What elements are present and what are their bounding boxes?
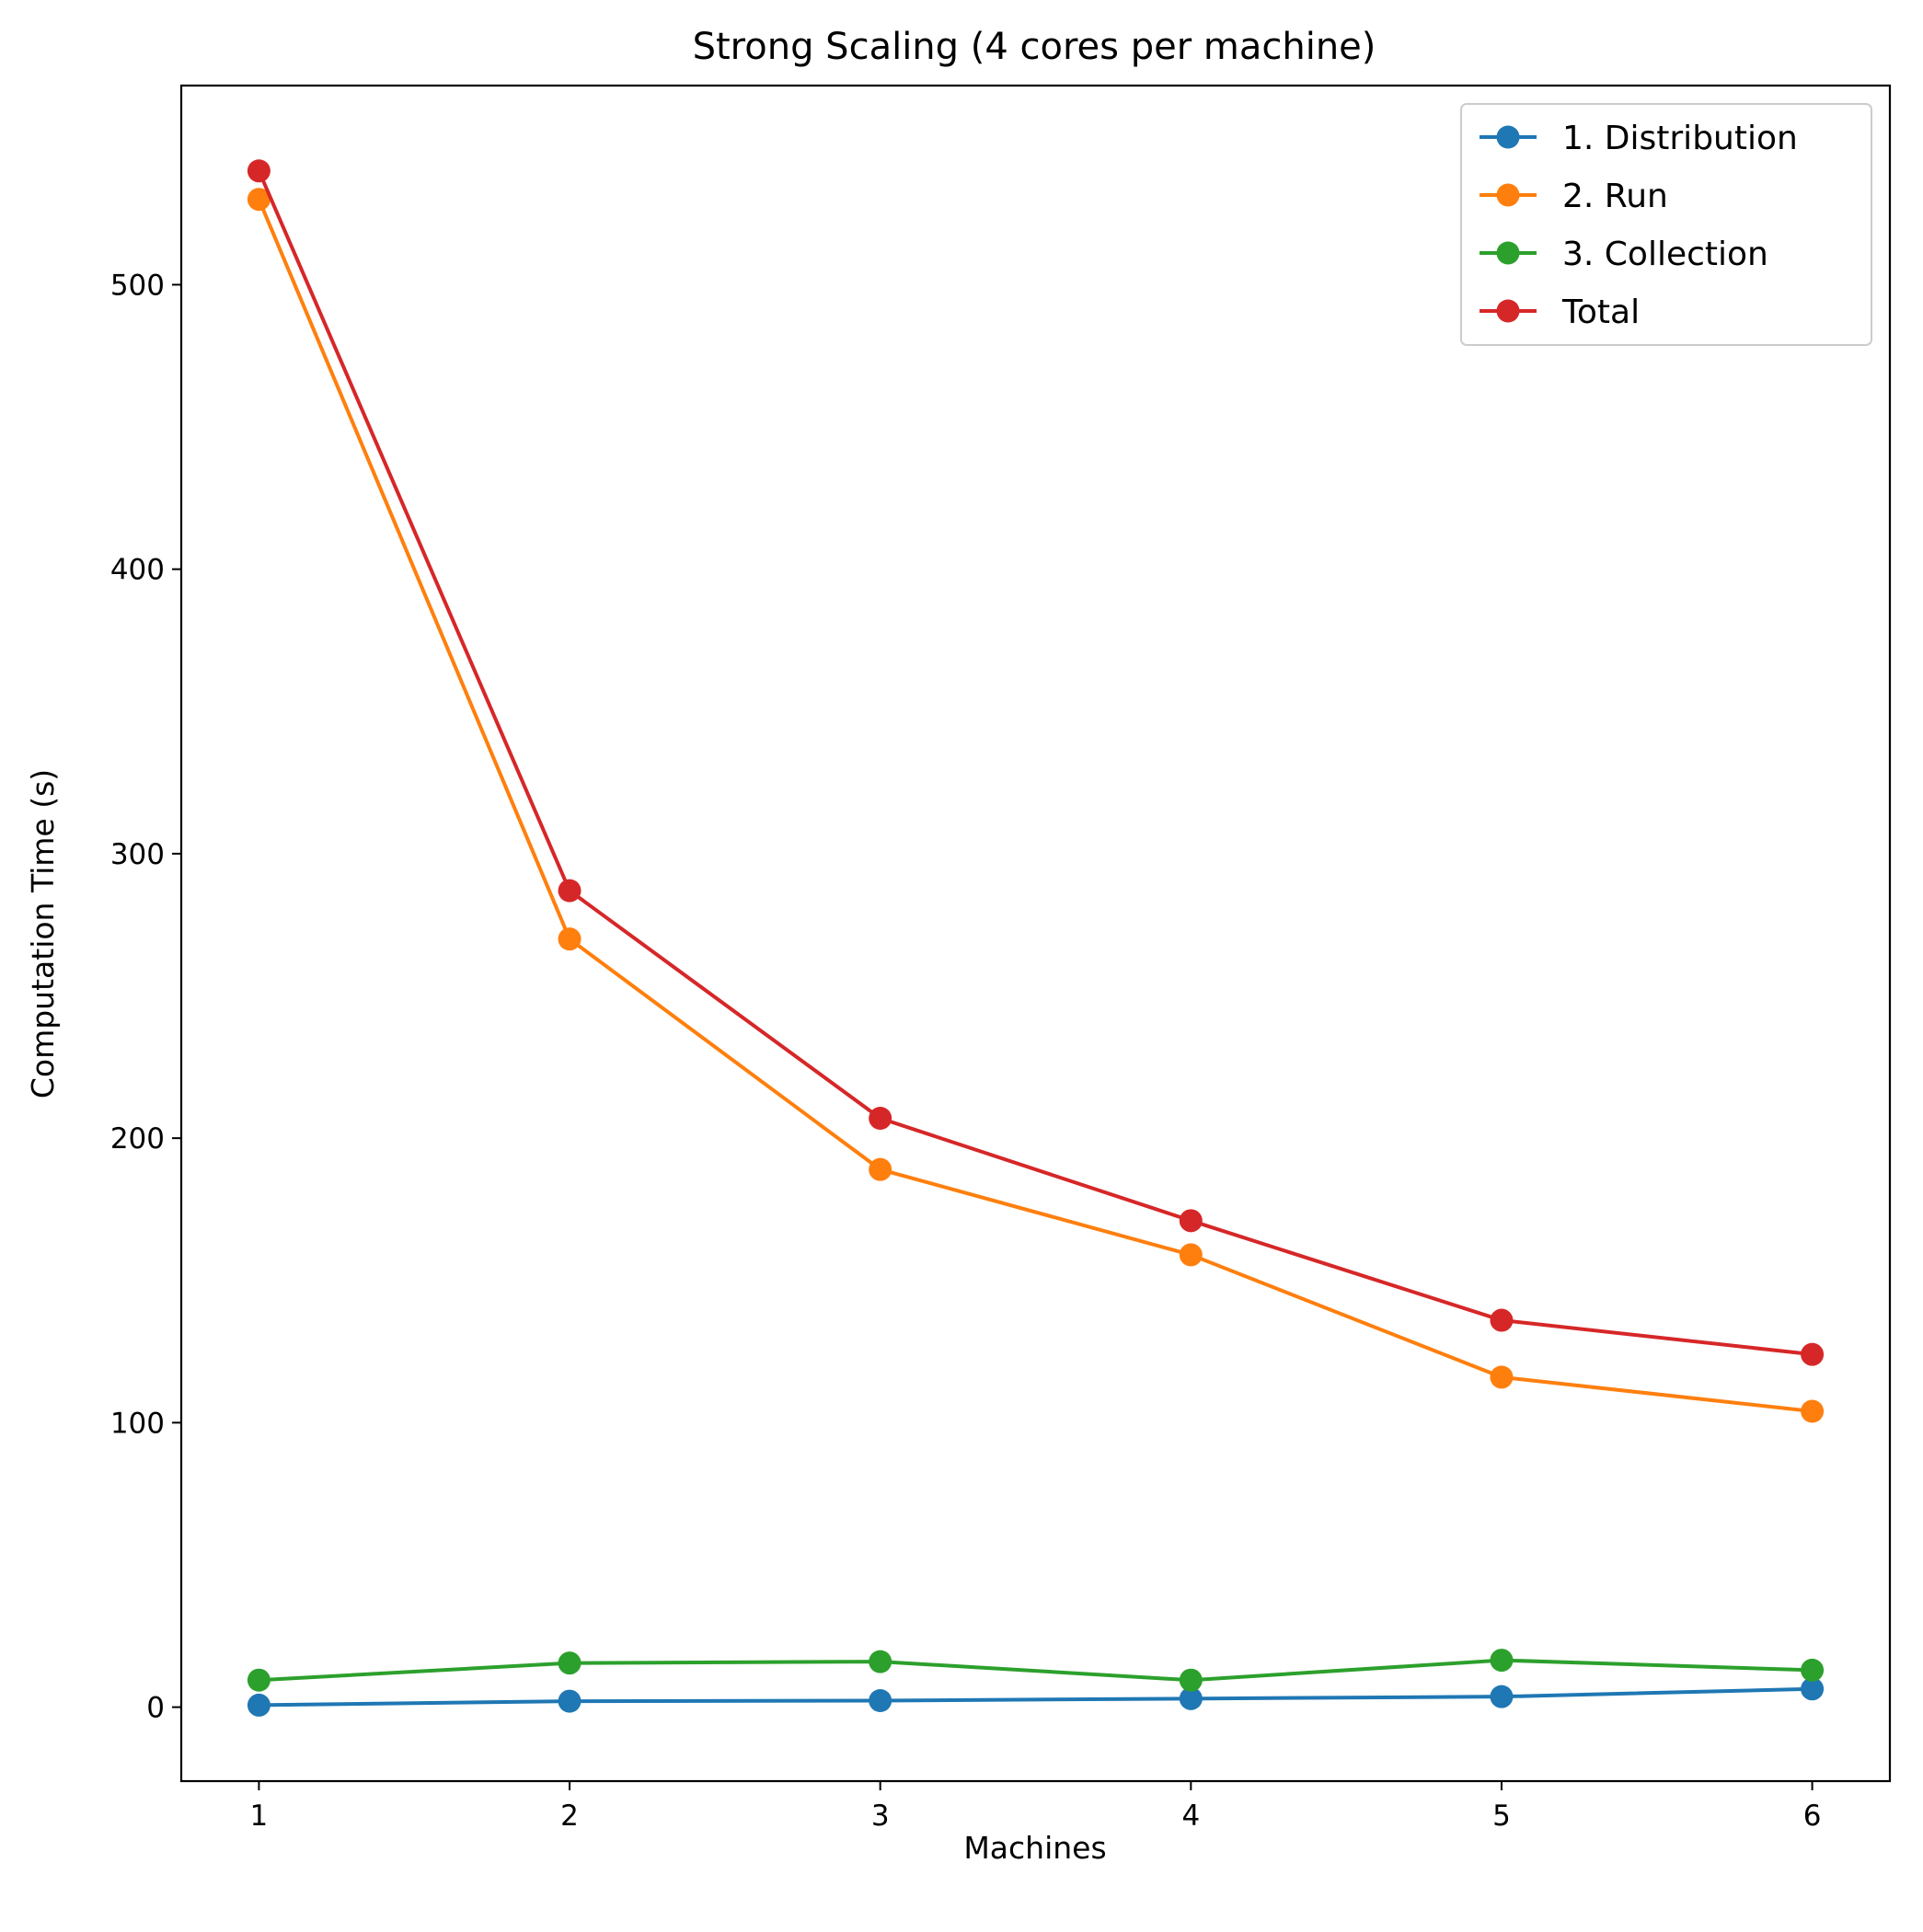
x-tick-label: 4 (1181, 1800, 1200, 1833)
y-tick-label: 200 (110, 1122, 165, 1156)
x-axis: 1 2 3 4 5 6 (250, 1781, 1822, 1833)
series-3-collection (247, 1649, 1825, 1692)
data-point (558, 927, 582, 951)
data-point (869, 1106, 892, 1130)
plot-area (247, 159, 1825, 1717)
data-point (1801, 1677, 1825, 1701)
x-tick-label: 5 (1492, 1800, 1511, 1833)
y-tick-label: 500 (110, 269, 165, 302)
x-tick-label: 1 (250, 1800, 269, 1833)
legend-item: 2. Run (1480, 178, 1668, 215)
legend-swatch-marker (1496, 125, 1520, 149)
legend-swatch-marker (1496, 183, 1520, 207)
y-tick-label: 100 (110, 1407, 165, 1440)
legend: 1. Distribution 2. Run 3. Collection Total (1460, 103, 1872, 346)
data-point (558, 1689, 582, 1713)
series-line (259, 1658, 1813, 1683)
y-axis: 0 100 200 300 400 500 (110, 269, 181, 1725)
data-point (558, 1651, 582, 1675)
legend-item: 1. Distribution (1480, 120, 1798, 157)
data-point (1801, 1658, 1825, 1682)
data-point (1179, 1668, 1203, 1692)
data-point (1490, 1365, 1514, 1389)
legend-label: Total (1561, 293, 1640, 331)
series-line (259, 1686, 1813, 1708)
legend-swatch-marker (1496, 241, 1520, 265)
data-point (1490, 1649, 1514, 1673)
data-point (247, 159, 271, 183)
legend-item: 3. Collection (1480, 236, 1768, 273)
chart-title: Strong Scaling (4 cores per machine) (693, 26, 1376, 68)
series-1-distribution (247, 1677, 1825, 1717)
legend-label: 2. Run (1562, 178, 1668, 215)
data-point (1490, 1685, 1514, 1708)
x-tick-label: 2 (560, 1800, 579, 1833)
data-point (1179, 1243, 1203, 1267)
series-2-run (247, 188, 1825, 1423)
y-tick-label: 0 (146, 1692, 165, 1725)
data-point (247, 1693, 271, 1717)
data-point (1801, 1342, 1825, 1366)
y-tick-label: 300 (110, 838, 165, 871)
legend-box (1460, 103, 1872, 346)
data-point (869, 1650, 892, 1673)
series-total (247, 159, 1825, 1366)
data-point (869, 1688, 892, 1712)
legend-label: 1. Distribution (1562, 120, 1798, 157)
y-axis-label: Computation Time (s) (25, 769, 61, 1098)
series-line (257, 198, 1813, 1413)
data-point (869, 1157, 892, 1181)
legend-label: 3. Collection (1562, 236, 1768, 273)
x-axis-label: Machines (963, 1830, 1106, 1866)
x-tick-label: 3 (871, 1800, 890, 1833)
legend-item: Total (1480, 293, 1640, 331)
data-point (558, 879, 582, 903)
plot-frame (179, 84, 1892, 1783)
data-point (247, 1668, 271, 1692)
y-tick-label: 400 (110, 554, 165, 587)
series-line (257, 169, 1813, 1357)
data-point (1179, 1686, 1203, 1710)
data-point (1490, 1308, 1514, 1332)
data-point (1179, 1209, 1203, 1233)
x-tick-label: 6 (1803, 1800, 1822, 1833)
legend-swatch-marker (1496, 299, 1520, 323)
data-point (1801, 1399, 1825, 1423)
data-point (247, 188, 271, 212)
